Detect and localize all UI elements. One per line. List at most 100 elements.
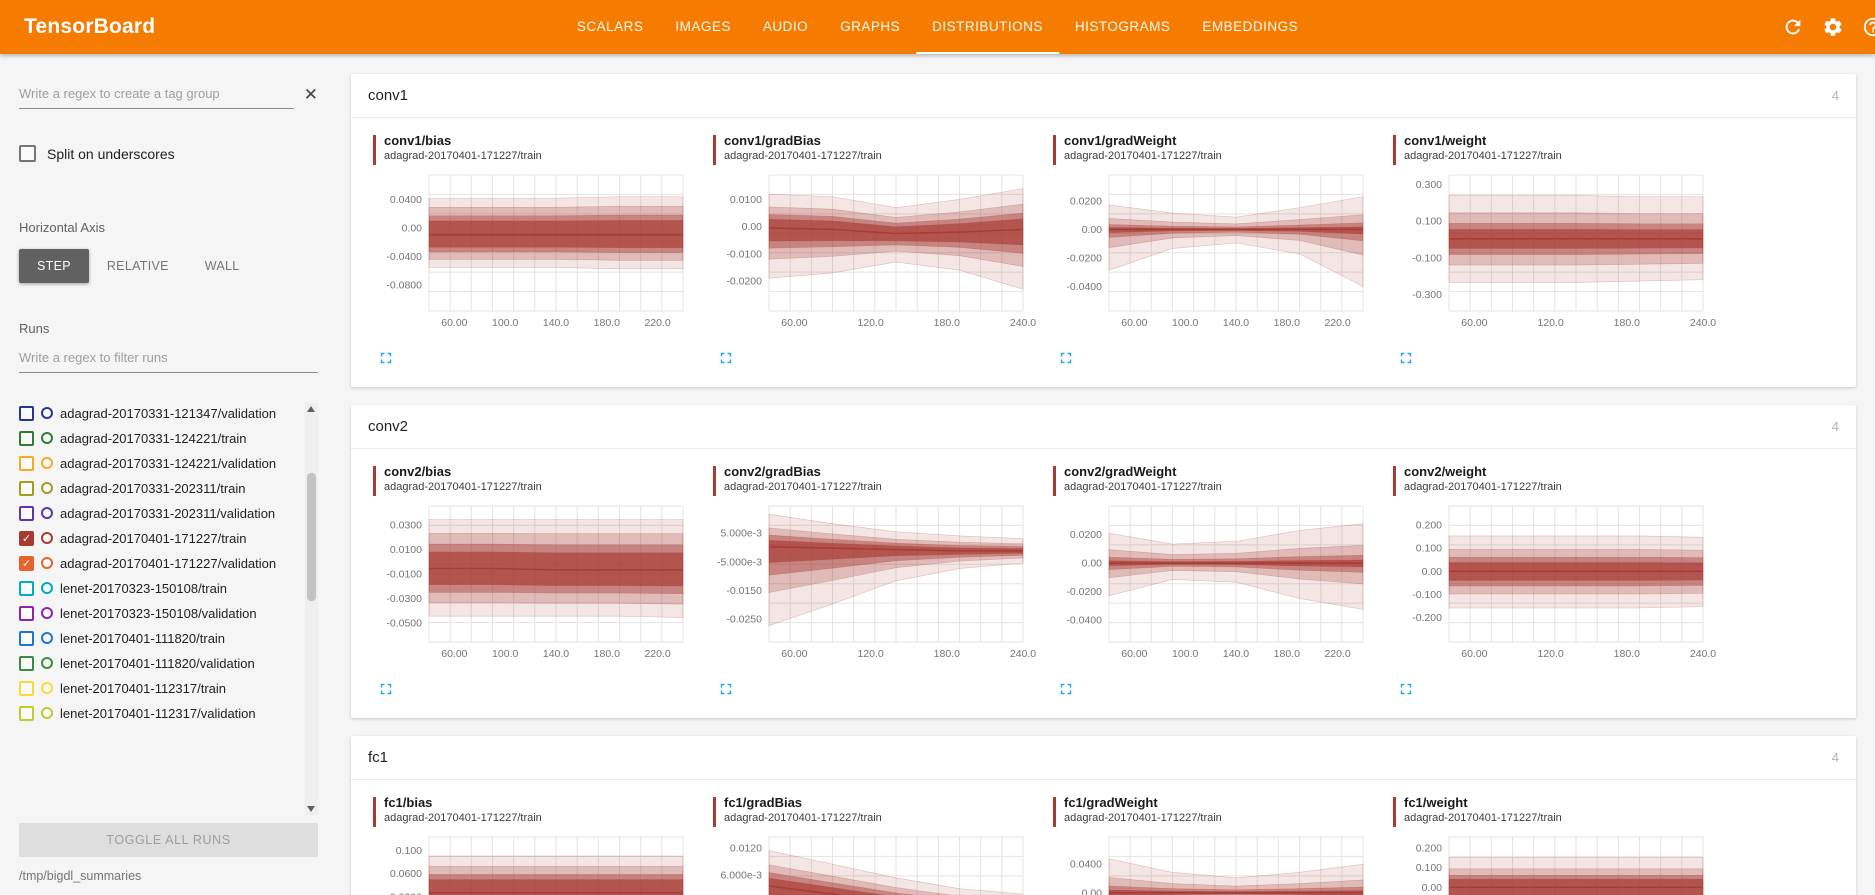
run-item[interactable]: adagrad-20170331-202311/validation bbox=[19, 501, 300, 526]
chart-run-name: adagrad-20170401-171227/train bbox=[724, 812, 882, 824]
run-checkbox[interactable]: ✓ bbox=[19, 531, 34, 546]
tab-graphs[interactable]: GRAPHS bbox=[840, 18, 901, 34]
run-label: lenet-20170401-111820/train bbox=[60, 631, 226, 646]
distribution-plot[interactable]: 5.000e-3 -5.000e-3 -0.0150 -0.0250 60.00 120.… bbox=[713, 500, 1045, 676]
svg-text:0.0100: 0.0100 bbox=[730, 194, 762, 206]
axis-option-step[interactable]: STEP bbox=[19, 249, 89, 283]
scroll-up-icon[interactable] bbox=[307, 406, 315, 412]
run-checkbox[interactable]: ✓ bbox=[19, 556, 34, 571]
run-item[interactable]: lenet-20170323-150108/train bbox=[19, 576, 300, 601]
run-color-circle bbox=[41, 657, 53, 669]
run-checkbox[interactable] bbox=[19, 606, 34, 621]
close-icon[interactable]: ✕ bbox=[303, 85, 318, 104]
run-label: adagrad-20170331-124221/validation bbox=[60, 456, 277, 471]
chart-conv2-bias: conv2/bias adagrad-20170401-171227/train 0… bbox=[365, 457, 705, 704]
chart-conv2-weight: conv2/weight adagrad-20170401-171227/trai… bbox=[1385, 457, 1725, 704]
tab-embeddings[interactable]: EMBEDDINGS bbox=[1202, 18, 1299, 34]
distribution-plot[interactable]: 0.300 0.100 -0.100 -0.300 60.00 120.0 180.0 240… bbox=[1393, 169, 1725, 345]
split-underscores-checkbox[interactable]: Split on underscores bbox=[19, 145, 318, 162]
category-header[interactable]: conv1 4 bbox=[351, 74, 1856, 118]
svg-text:-0.0200: -0.0200 bbox=[1066, 252, 1102, 264]
expand-chart-button[interactable] bbox=[1057, 680, 1075, 698]
tab-histograms[interactable]: HISTOGRAMS bbox=[1074, 18, 1171, 34]
svg-text:180.0: 180.0 bbox=[1274, 648, 1300, 660]
category-header[interactable]: conv2 4 bbox=[351, 405, 1856, 449]
chart-run-name: adagrad-20170401-171227/train bbox=[724, 481, 882, 493]
run-item[interactable]: adagrad-20170331-121347/validation bbox=[19, 401, 300, 426]
chart-title: fc1/weight bbox=[1404, 795, 1468, 810]
run-item[interactable]: lenet-20170401-111820/train bbox=[19, 626, 300, 651]
run-item[interactable]: ✓ adagrad-20170401-171227/train bbox=[19, 526, 300, 551]
scroll-down-icon[interactable] bbox=[307, 806, 315, 812]
run-item[interactable]: lenet-20170323-150108/validation bbox=[19, 601, 300, 626]
run-checkbox[interactable] bbox=[19, 456, 34, 471]
help-icon[interactable] bbox=[1862, 16, 1875, 38]
run-checkbox[interactable] bbox=[19, 506, 34, 521]
run-checkbox[interactable] bbox=[19, 656, 34, 671]
tag-regex-input[interactable] bbox=[19, 80, 294, 109]
distribution-plot[interactable]: 0.200 0.100 0.00 -0.100 -0.200 60.00 120.0 180.… bbox=[1393, 500, 1725, 676]
page-layout: ✕ Split on underscores Horizontal Axis S… bbox=[0, 54, 1875, 895]
distribution-plot[interactable]: 0.0200 0.00 -0.0200 -0.0400 60.00 100.0 140.0 1… bbox=[1053, 169, 1385, 345]
tab-distributions[interactable]: DISTRIBUTIONS bbox=[916, 0, 1059, 54]
tab-scalars[interactable]: SCALARS bbox=[576, 18, 644, 34]
axis-option-wall[interactable]: WALL bbox=[204, 259, 240, 273]
refresh-icon[interactable] bbox=[1782, 16, 1804, 38]
distribution-plot[interactable]: 0.0200 0.00 -0.0200 -0.0400 60.00 100.0 140.0 1… bbox=[1053, 500, 1385, 676]
run-checkbox[interactable] bbox=[19, 431, 34, 446]
expand-chart-button[interactable] bbox=[377, 680, 395, 698]
expand-chart-button[interactable] bbox=[1397, 680, 1415, 698]
category-title: fc1 bbox=[368, 749, 389, 766]
tab-images[interactable]: IMAGES bbox=[675, 18, 731, 34]
svg-text:180.0: 180.0 bbox=[1274, 317, 1300, 329]
run-item[interactable]: adagrad-20170331-124221/train bbox=[19, 426, 300, 451]
category-header[interactable]: fc1 4 bbox=[351, 736, 1856, 780]
svg-text:0.0100: 0.0100 bbox=[390, 544, 422, 556]
svg-text:60.00: 60.00 bbox=[781, 648, 807, 660]
run-color-circle bbox=[41, 432, 53, 444]
expand-chart-button[interactable] bbox=[717, 680, 735, 698]
runs-filter-input[interactable] bbox=[19, 344, 318, 373]
run-label: lenet-20170401-111820/validation bbox=[60, 656, 255, 671]
distribution-plot[interactable]: 0.0300 0.0100 -0.0100 -0.0300 -0.0500 60.00 10… bbox=[373, 500, 705, 676]
distribution-plot[interactable]: 0.0400 0.00 -0.0400 -0.0800 60.00 100.0 140.0 1… bbox=[373, 169, 705, 345]
run-checkbox[interactable] bbox=[19, 481, 34, 496]
chart-conv1-gradWeight: conv1/gradWeight adagrad-20170401-171227/… bbox=[1045, 126, 1385, 373]
run-item[interactable]: lenet-20170401-112317/validation bbox=[19, 701, 300, 726]
expand-chart-button[interactable] bbox=[1057, 349, 1075, 367]
chart-title: conv1/gradWeight bbox=[1064, 133, 1177, 148]
expand-chart-button[interactable] bbox=[377, 349, 395, 367]
categories-container: conv1 4 conv1/bias adagrad-20170401-171227/… bbox=[351, 74, 1856, 895]
run-checkbox[interactable] bbox=[19, 631, 34, 646]
scrollbar-thumb[interactable] bbox=[307, 473, 316, 601]
chart-run-name: adagrad-20170401-171227/train bbox=[384, 812, 542, 824]
distribution-plot[interactable]: 0.0100 0.00 -0.0100 -0.0200 60.00 120.0 180.0 2… bbox=[713, 169, 1045, 345]
run-item[interactable]: ✓ adagrad-20170401-171227/validation bbox=[19, 551, 300, 576]
chart-title: fc1/bias bbox=[384, 795, 433, 810]
runs-scrollbar[interactable] bbox=[305, 403, 318, 815]
run-color-bar bbox=[1393, 466, 1396, 496]
expand-chart-button[interactable] bbox=[717, 349, 735, 367]
run-checkbox[interactable] bbox=[19, 406, 34, 421]
tab-audio[interactable]: AUDIO bbox=[762, 18, 809, 34]
svg-text:6.000e-3: 6.000e-3 bbox=[721, 870, 763, 882]
expand-chart-button[interactable] bbox=[1397, 349, 1415, 367]
run-item[interactable]: lenet-20170401-112317/train bbox=[19, 676, 300, 701]
checkbox-icon[interactable] bbox=[19, 145, 36, 162]
main-content: conv1 4 conv1/bias adagrad-20170401-171227/… bbox=[332, 54, 1875, 895]
runs-label: Runs bbox=[19, 321, 50, 336]
axis-option-relative[interactable]: RELATIVE bbox=[106, 259, 169, 273]
toggle-all-runs-button[interactable]: TOGGLE ALL RUNS bbox=[19, 823, 318, 857]
run-item[interactable]: adagrad-20170331-202311/train bbox=[19, 476, 300, 501]
run-item[interactable]: adagrad-20170331-124221/validation bbox=[19, 451, 300, 476]
svg-text:60.00: 60.00 bbox=[1121, 317, 1147, 329]
run-checkbox[interactable] bbox=[19, 581, 34, 596]
run-checkbox[interactable] bbox=[19, 681, 34, 696]
run-checkbox[interactable] bbox=[19, 706, 34, 721]
run-item[interactable]: lenet-20170401-111820/validation bbox=[19, 651, 300, 676]
settings-icon[interactable] bbox=[1822, 16, 1844, 38]
